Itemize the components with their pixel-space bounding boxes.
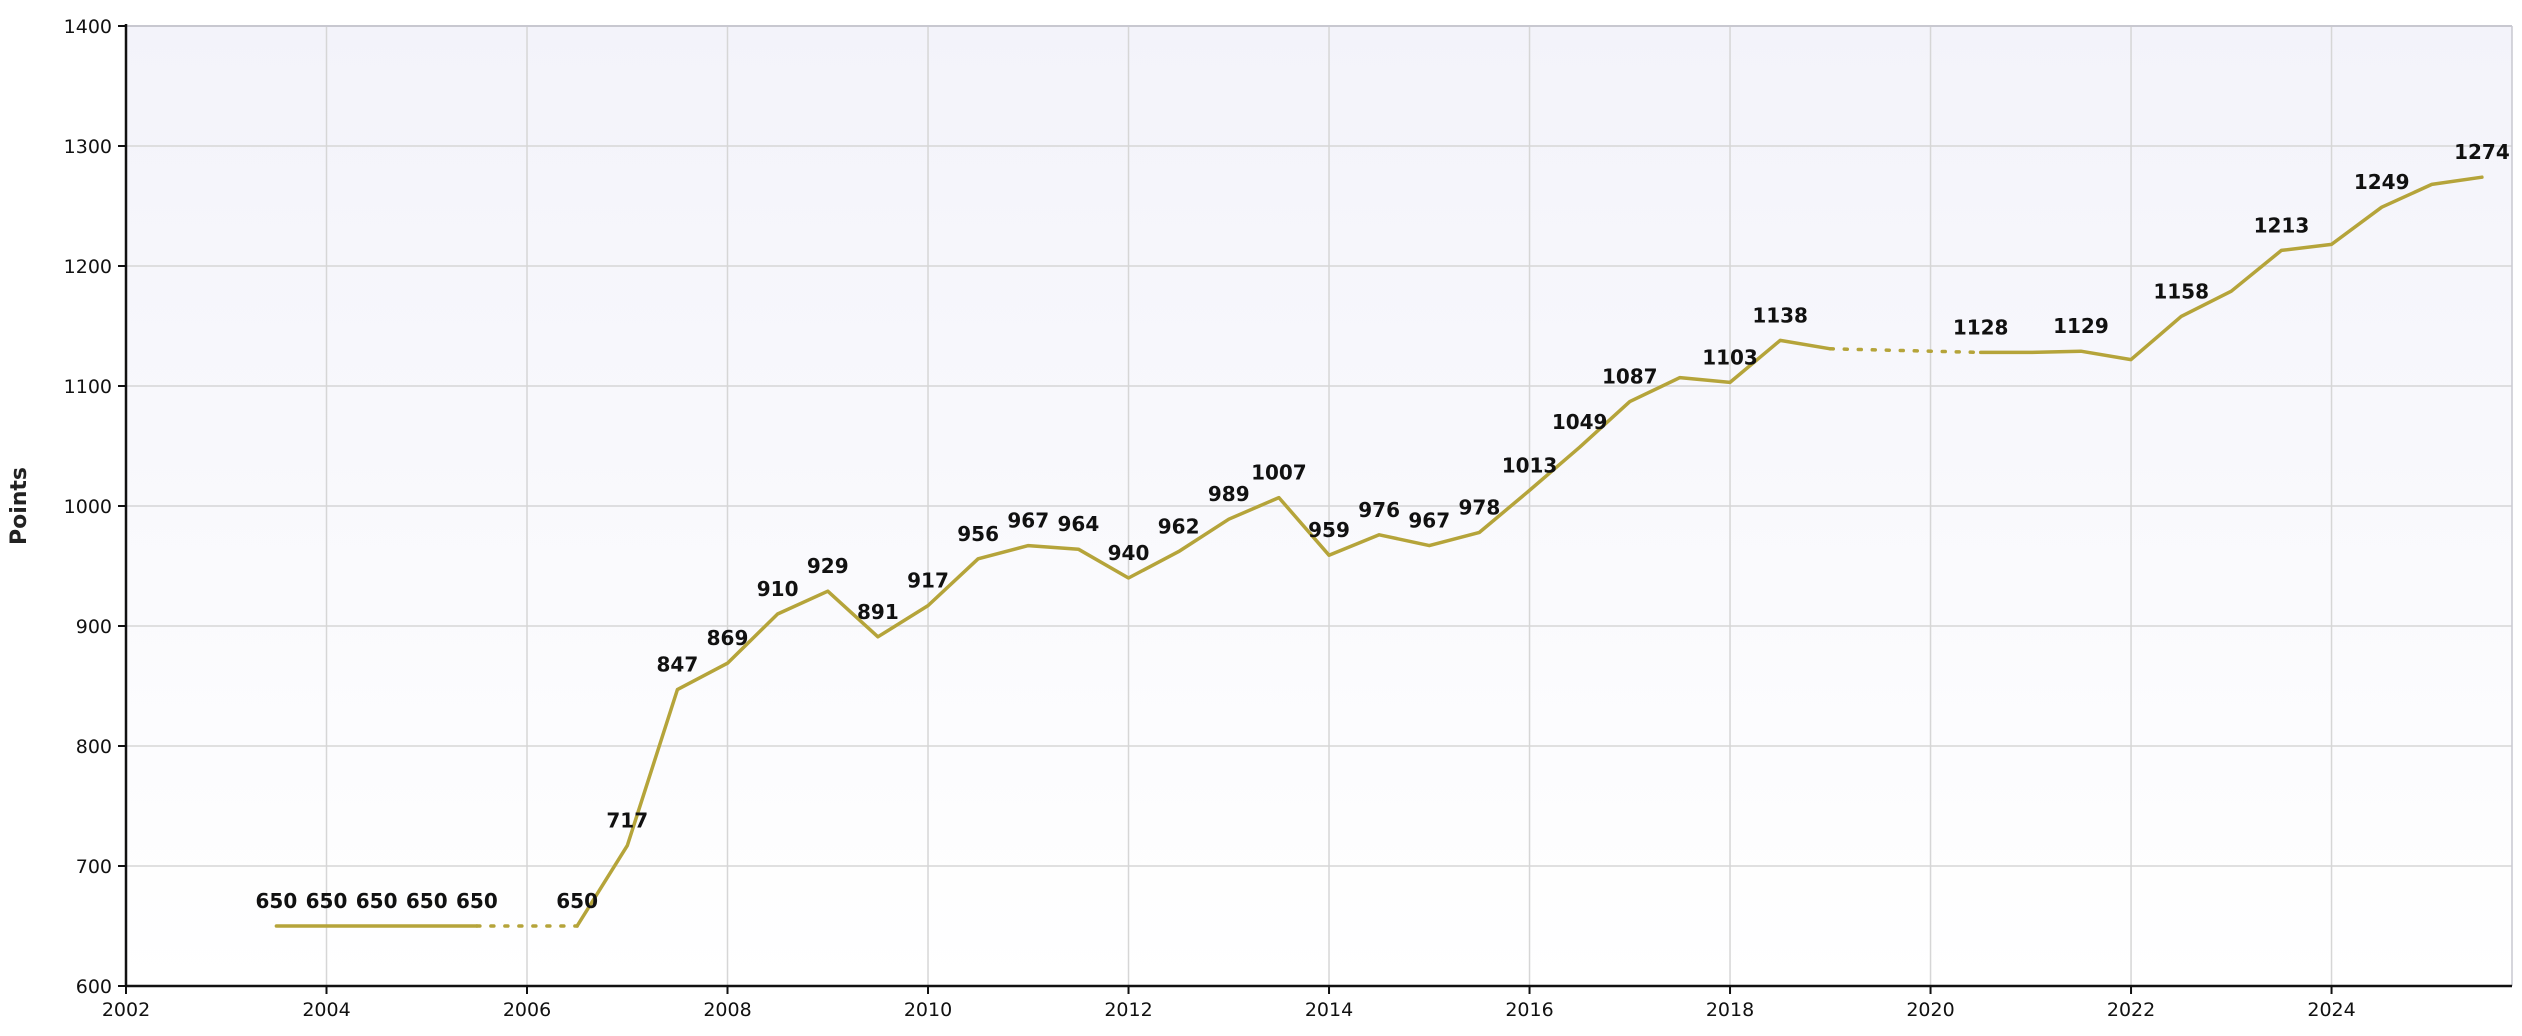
data-label: 1049	[1552, 410, 1608, 434]
x-tick-label: 2018	[1706, 999, 1754, 1021]
data-label: 964	[1058, 512, 1100, 536]
data-labels: 650 650 650 650 650 650 717 847 869 910 929 891 917 9…	[256, 140, 2510, 913]
y-tick-label: 900	[76, 616, 112, 638]
x-tick-label: 2006	[503, 999, 551, 1021]
x-tick-label: 2020	[1906, 999, 1954, 1021]
x-tick-label: 2002	[102, 999, 150, 1021]
data-label: 650	[256, 889, 298, 913]
data-label: 1087	[1602, 365, 1658, 389]
y-tick-label: 1000	[64, 496, 112, 518]
y-tick-label: 600	[76, 976, 112, 998]
x-tick-label: 2010	[904, 999, 952, 1021]
data-label: 650	[406, 889, 448, 913]
data-label: 917	[907, 569, 949, 593]
x-tick-label: 2008	[703, 999, 751, 1021]
data-label: 967	[1007, 509, 1049, 533]
series-line-segment	[1978, 175, 2484, 362]
data-label: 650	[356, 889, 398, 913]
data-label: 956	[957, 522, 999, 546]
data-label: 1249	[2354, 170, 2410, 194]
x-tick-label: 2024	[2307, 999, 2355, 1021]
x-tick-label: 2022	[2107, 999, 2155, 1021]
y-tick-label: 1300	[64, 136, 112, 158]
series-gap-dotted	[1828, 347, 1983, 355]
y-tick-label: 1400	[64, 16, 112, 38]
data-label: 962	[1158, 515, 1200, 539]
data-label: 959	[1308, 518, 1350, 542]
data-label: 1013	[1502, 453, 1558, 477]
data-label: 929	[807, 554, 849, 578]
data-label: 650	[456, 889, 498, 913]
tick-labels: 600 700 800 900 1000 1100 1200 1300 1400 2002 2004…	[64, 16, 2356, 1021]
data-label: 976	[1358, 498, 1400, 522]
data-label: 1213	[2254, 213, 2310, 237]
data-label: 650	[556, 889, 598, 913]
y-axis-title: Points	[7, 467, 32, 545]
data-label: 717	[606, 809, 648, 833]
x-tick-label: 2016	[1505, 999, 1553, 1021]
data-label: 967	[1408, 509, 1450, 533]
data-label: 1128	[1953, 315, 2009, 339]
data-label: 940	[1108, 541, 1150, 565]
data-label: 1158	[2153, 279, 2209, 303]
y-tick-label: 1200	[64, 256, 112, 278]
data-label: 1274	[2454, 140, 2510, 164]
data-label: 847	[657, 653, 699, 677]
data-label: 1103	[1702, 345, 1758, 369]
data-label: 869	[707, 626, 749, 650]
data-label: 910	[757, 577, 799, 601]
y-tick-label: 1100	[64, 376, 112, 398]
y-tick-label: 700	[76, 856, 112, 878]
x-tick-label: 2004	[302, 999, 350, 1021]
x-tick-label: 2014	[1305, 999, 1353, 1021]
data-label: 1138	[1752, 303, 1808, 327]
series-line-segment	[575, 338, 1833, 928]
data-label: 891	[857, 600, 899, 624]
data-label: 978	[1459, 495, 1501, 519]
y-tick-label: 800	[76, 736, 112, 758]
series-line	[274, 175, 2484, 928]
data-label: 650	[306, 889, 348, 913]
x-tick-label: 2012	[1104, 999, 1152, 1021]
data-label: 1129	[2053, 314, 2109, 338]
data-label: 989	[1208, 482, 1250, 506]
data-label: 1007	[1251, 461, 1307, 485]
axes	[118, 24, 2513, 994]
